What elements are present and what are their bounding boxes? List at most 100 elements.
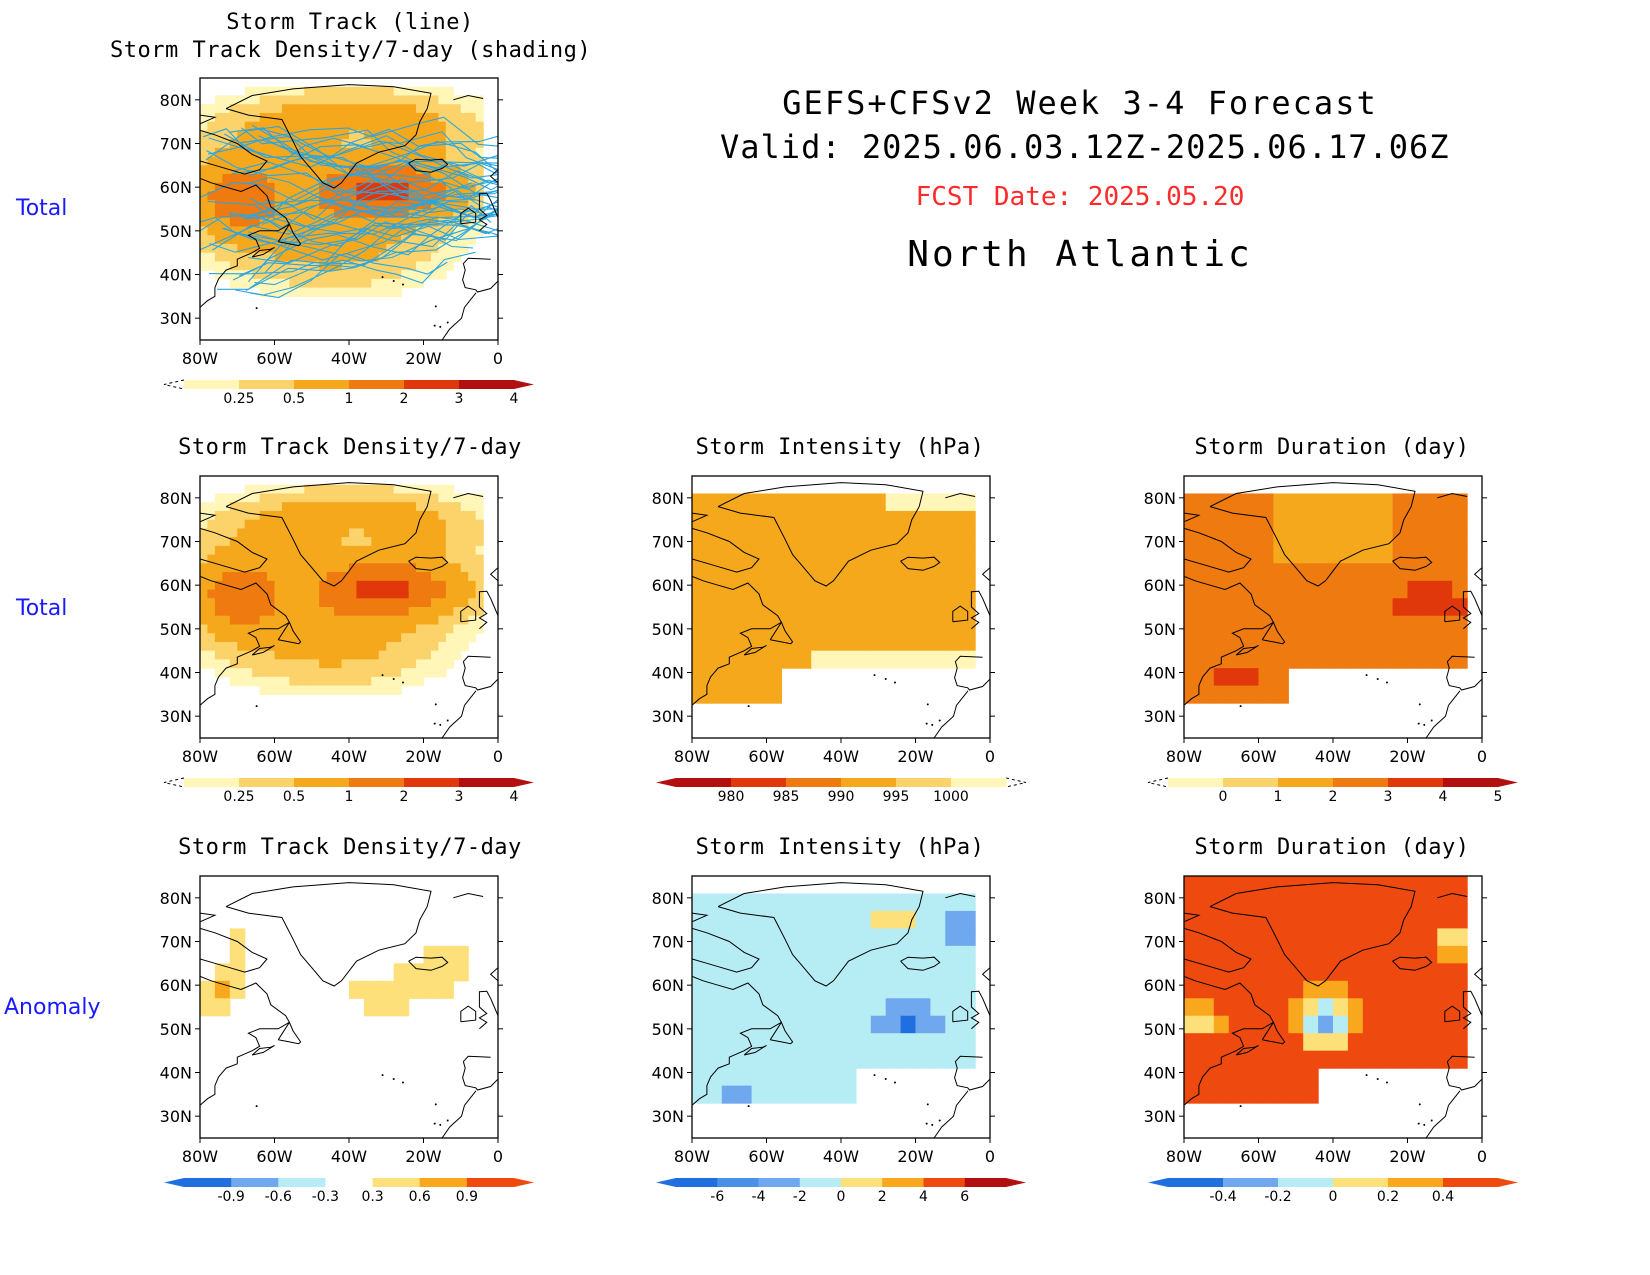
colorbar-segment bbox=[231, 1178, 279, 1187]
island bbox=[392, 280, 395, 283]
colorbar-segment bbox=[758, 1178, 801, 1187]
lon-tick-label: 60W bbox=[256, 1147, 292, 1166]
coastline bbox=[200, 575, 291, 706]
lon-tick-label: 60W bbox=[1240, 747, 1276, 766]
storm-track bbox=[209, 251, 476, 284]
colorbar-segment bbox=[1168, 778, 1224, 787]
colorbar-label: -0.3 bbox=[312, 1189, 339, 1205]
colorbar-segment bbox=[459, 778, 515, 787]
coastline bbox=[453, 892, 484, 899]
coastline bbox=[489, 967, 498, 982]
coastline bbox=[478, 192, 498, 232]
island bbox=[1239, 1105, 1242, 1108]
colorbar-arrow-left bbox=[164, 1178, 184, 1187]
coastline bbox=[200, 114, 217, 125]
colorbar: 980 985 990 995 1000 bbox=[656, 777, 1027, 805]
colorbar-segment bbox=[731, 778, 787, 787]
coastline bbox=[251, 644, 275, 656]
coastline bbox=[462, 257, 498, 293]
island bbox=[434, 1103, 437, 1106]
island bbox=[434, 703, 437, 706]
colorbar-label: 2 bbox=[1329, 789, 1338, 805]
map-panel-duration: 80N 70N 60N 50N 40N 30N 80W 60W 40W 20W 0 0 1 2 3 4 5 bbox=[1144, 475, 1518, 805]
field-shading bbox=[692, 893, 976, 1104]
island bbox=[255, 705, 258, 708]
coastline bbox=[460, 1005, 477, 1023]
colorbar-segment bbox=[1223, 1178, 1279, 1187]
coastline bbox=[717, 882, 924, 987]
island bbox=[873, 674, 876, 677]
colorbar-segment bbox=[1443, 778, 1499, 787]
island bbox=[925, 1122, 928, 1125]
coastline bbox=[1462, 590, 1482, 630]
lon-tick-label: 80W bbox=[182, 747, 218, 766]
coastline bbox=[692, 512, 709, 523]
lat-tick-label: 60N bbox=[1144, 976, 1176, 995]
field-shading bbox=[1184, 876, 1468, 1104]
lat-tick-label: 60N bbox=[1144, 576, 1176, 595]
island bbox=[894, 1081, 897, 1084]
coastline bbox=[200, 129, 268, 175]
lon-tick-label: 80W bbox=[182, 349, 218, 368]
colorbar-open-end bbox=[1005, 777, 1027, 788]
lat-tick-label: 30N bbox=[1144, 1107, 1176, 1126]
colorbar-segment bbox=[404, 778, 460, 787]
lon-tick-label: 20W bbox=[1389, 1147, 1425, 1166]
coastlines bbox=[1184, 482, 1482, 738]
island bbox=[402, 1081, 405, 1084]
row-label-total-2: Total bbox=[16, 596, 68, 621]
coastlines bbox=[1184, 882, 1482, 1138]
island bbox=[402, 283, 405, 286]
island bbox=[392, 1078, 395, 1081]
colorbar-segment bbox=[896, 778, 952, 787]
lat-tick-label: 50N bbox=[160, 222, 192, 241]
colorbar-segment bbox=[404, 380, 460, 389]
island bbox=[873, 1074, 876, 1077]
panel-title-track-shading: Storm Track Density/7-day (shading) bbox=[110, 38, 592, 63]
coastline bbox=[769, 1021, 794, 1045]
colorbar-label: 0.6 bbox=[409, 1189, 431, 1205]
colorbar-segment bbox=[717, 1178, 759, 1187]
lat-tick-label: 50N bbox=[1144, 620, 1176, 639]
colorbar-label: 985 bbox=[773, 789, 800, 805]
lat-tick-label: 40N bbox=[160, 1064, 192, 1083]
colorbar-segment bbox=[184, 1178, 232, 1187]
storm-track bbox=[239, 139, 498, 197]
colorbar-segment bbox=[294, 380, 350, 389]
colorbar-arrow-left bbox=[656, 1178, 676, 1187]
coastline bbox=[478, 590, 498, 630]
colorbar-label: -4 bbox=[752, 1189, 766, 1205]
lat-tick-label: 40N bbox=[160, 664, 192, 683]
coastline bbox=[1446, 655, 1482, 691]
storm-track bbox=[217, 201, 498, 290]
storm-track bbox=[261, 196, 498, 225]
coastline bbox=[945, 892, 976, 899]
coastline bbox=[1209, 882, 1416, 987]
colorbar-label: 1 bbox=[1274, 789, 1283, 805]
coastline bbox=[441, 690, 477, 738]
island bbox=[1418, 703, 1421, 706]
lon-tick-label: 40W bbox=[823, 747, 859, 766]
colorbar-label: 1000 bbox=[933, 789, 969, 805]
coastline bbox=[933, 1090, 969, 1138]
island bbox=[1386, 681, 1389, 684]
coastline bbox=[933, 690, 969, 738]
colorbar-label: 0.25 bbox=[223, 391, 254, 407]
island bbox=[894, 681, 897, 684]
colorbar: 0 1 2 3 4 5 bbox=[1147, 777, 1518, 805]
island bbox=[433, 722, 436, 725]
coastline bbox=[1425, 1090, 1461, 1138]
colorbar-segment bbox=[951, 778, 1007, 787]
lon-tick-label: 20W bbox=[897, 747, 933, 766]
coastline bbox=[408, 956, 449, 971]
lon-tick-label: 20W bbox=[405, 349, 441, 368]
field-shading bbox=[200, 484, 484, 695]
storm-track bbox=[223, 227, 448, 275]
storm-track bbox=[207, 135, 498, 206]
lat-tick-label: 30N bbox=[160, 309, 192, 328]
storm-track bbox=[228, 178, 487, 230]
colorbar: -0.4 -0.2 0 0.2 0.4 bbox=[1148, 1178, 1518, 1205]
colorbar-label: 990 bbox=[828, 789, 855, 805]
storm-track bbox=[202, 128, 498, 168]
coastline bbox=[489, 567, 498, 582]
